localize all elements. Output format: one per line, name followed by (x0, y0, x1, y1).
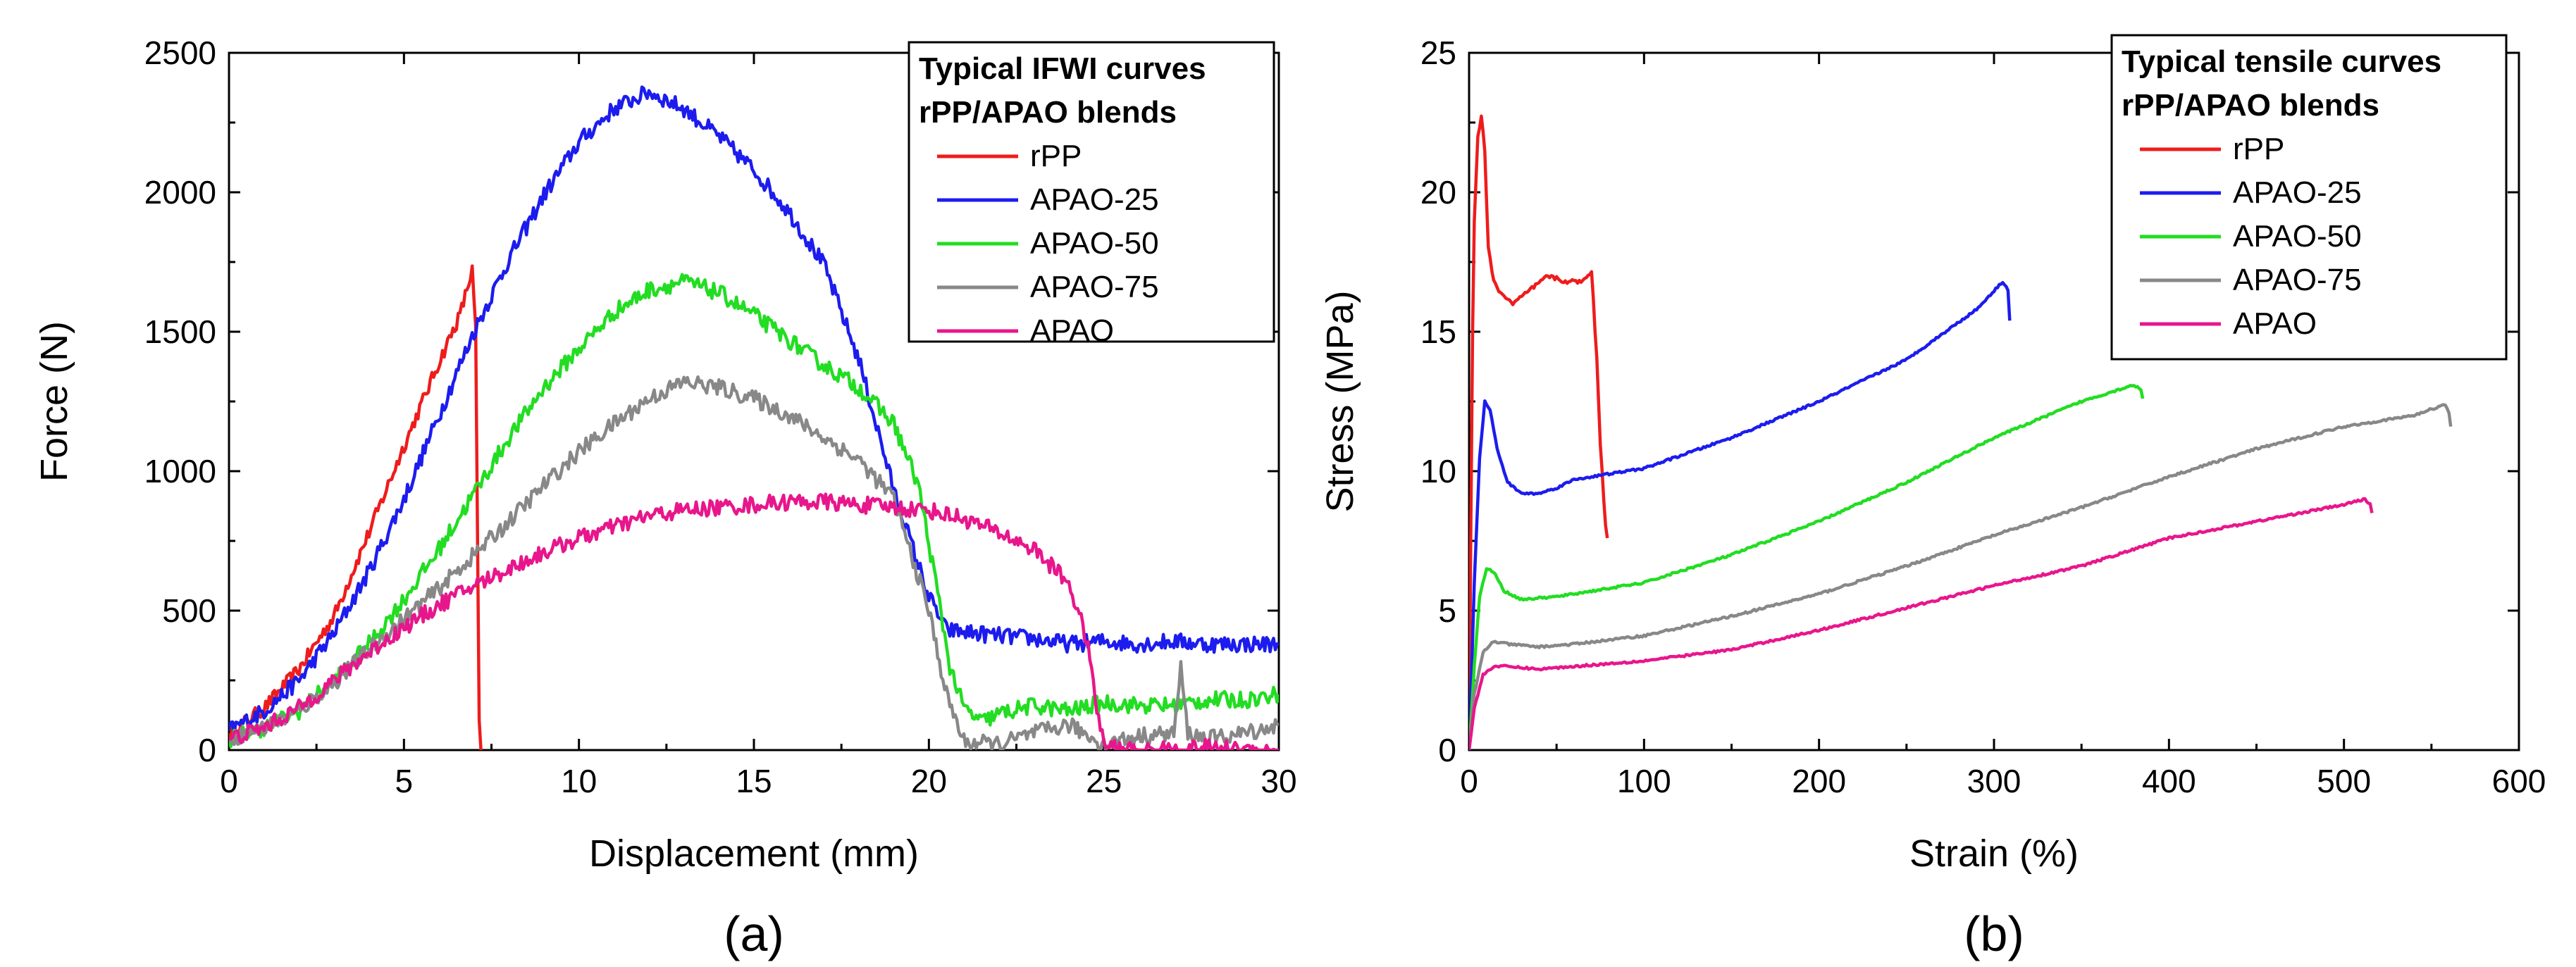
legend-entry-apao-25: APAO-25 (1030, 182, 1159, 217)
legend-entry-rpp: rPP (1030, 139, 1082, 173)
legend-entry-apao-75: APAO-75 (2233, 263, 2362, 297)
y-axis-label: Force (N) (33, 321, 75, 482)
panel-label: (b) (1964, 906, 2024, 961)
y-tick-label: 0 (1438, 732, 1456, 768)
legend-entry-apao-50: APAO-50 (2233, 219, 2362, 254)
x-tick-label: 200 (1792, 763, 1846, 799)
series-line-rpp (229, 264, 483, 750)
x-tick-label: 15 (736, 763, 772, 799)
series-line-apao-75 (1469, 403, 2453, 750)
legend-title: rPP/APAO blends (2122, 88, 2379, 123)
x-tick-label: 20 (911, 763, 947, 799)
series-line-apao-50 (229, 273, 1279, 749)
x-tick-label: 30 (1261, 763, 1296, 799)
legend-entry-rpp: rPP (2233, 132, 2284, 166)
y-tick-label: 25 (1420, 35, 1456, 71)
y-tick-label: 2000 (144, 174, 216, 211)
legend-title: Typical tensile curves (2122, 44, 2441, 79)
y-tick-label: 5 (1438, 592, 1456, 629)
legend-entry-apao-75: APAO-75 (1030, 270, 1159, 304)
series-line-rpp (1469, 114, 1609, 750)
y-tick-label: 2500 (144, 35, 216, 71)
legend-entry-apao: APAO (1030, 313, 1114, 348)
x-tick-label: 0 (1460, 763, 1478, 799)
y-tick-label: 20 (1420, 174, 1456, 211)
x-tick-label: 10 (561, 763, 597, 799)
x-tick-label: 5 (395, 763, 414, 799)
y-tick-label: 0 (198, 732, 216, 768)
y-axis-label: Stress (MPa) (1319, 290, 1361, 512)
panel-label: (a) (724, 906, 784, 961)
legend-entry-apao-25: APAO-25 (2233, 175, 2362, 210)
x-tick-label: 0 (220, 763, 238, 799)
y-tick-label: 500 (162, 592, 216, 629)
legend-title: Typical IFWI curves (919, 51, 1206, 86)
x-tick-label: 25 (1086, 763, 1122, 799)
x-axis-label: Displacement (mm) (589, 832, 919, 875)
y-tick-label: 15 (1420, 313, 1456, 350)
legend-entry-apao: APAO (2233, 306, 2317, 341)
series-line-apao-50 (1469, 383, 2145, 750)
legend-title: rPP/APAO blends (919, 95, 1177, 130)
y-tick-label: 10 (1420, 453, 1456, 489)
x-tick-label: 600 (2492, 763, 2546, 799)
legend-box (2110, 34, 2508, 361)
panel-a-chart: 0 5 10 15 20 25 30 0 500 1000 1500 2000 2500 Displace… (33, 35, 1297, 961)
y-tick-label: 1500 (144, 313, 216, 350)
series-line-apao-25 (1469, 280, 2012, 750)
legend-box (908, 41, 1275, 343)
legend-entry-apao-50: APAO-50 (1030, 226, 1159, 261)
series-line-apao (229, 492, 1279, 750)
series-line-apao-25 (229, 85, 1279, 734)
x-axis-label: Strain (%) (1909, 832, 2079, 875)
x-tick-label: 300 (1967, 763, 2021, 799)
y-tick-label: 1000 (144, 453, 216, 489)
x-tick-label: 400 (2142, 763, 2196, 799)
x-tick-label: 100 (1617, 763, 1671, 799)
series-line-apao (1469, 497, 2374, 750)
x-tick-label: 500 (2317, 763, 2371, 799)
panel-b-chart: 0 100 200 300 400 500 600 0 5 10 15 20 25 Strain (%) S… (1319, 34, 2546, 961)
